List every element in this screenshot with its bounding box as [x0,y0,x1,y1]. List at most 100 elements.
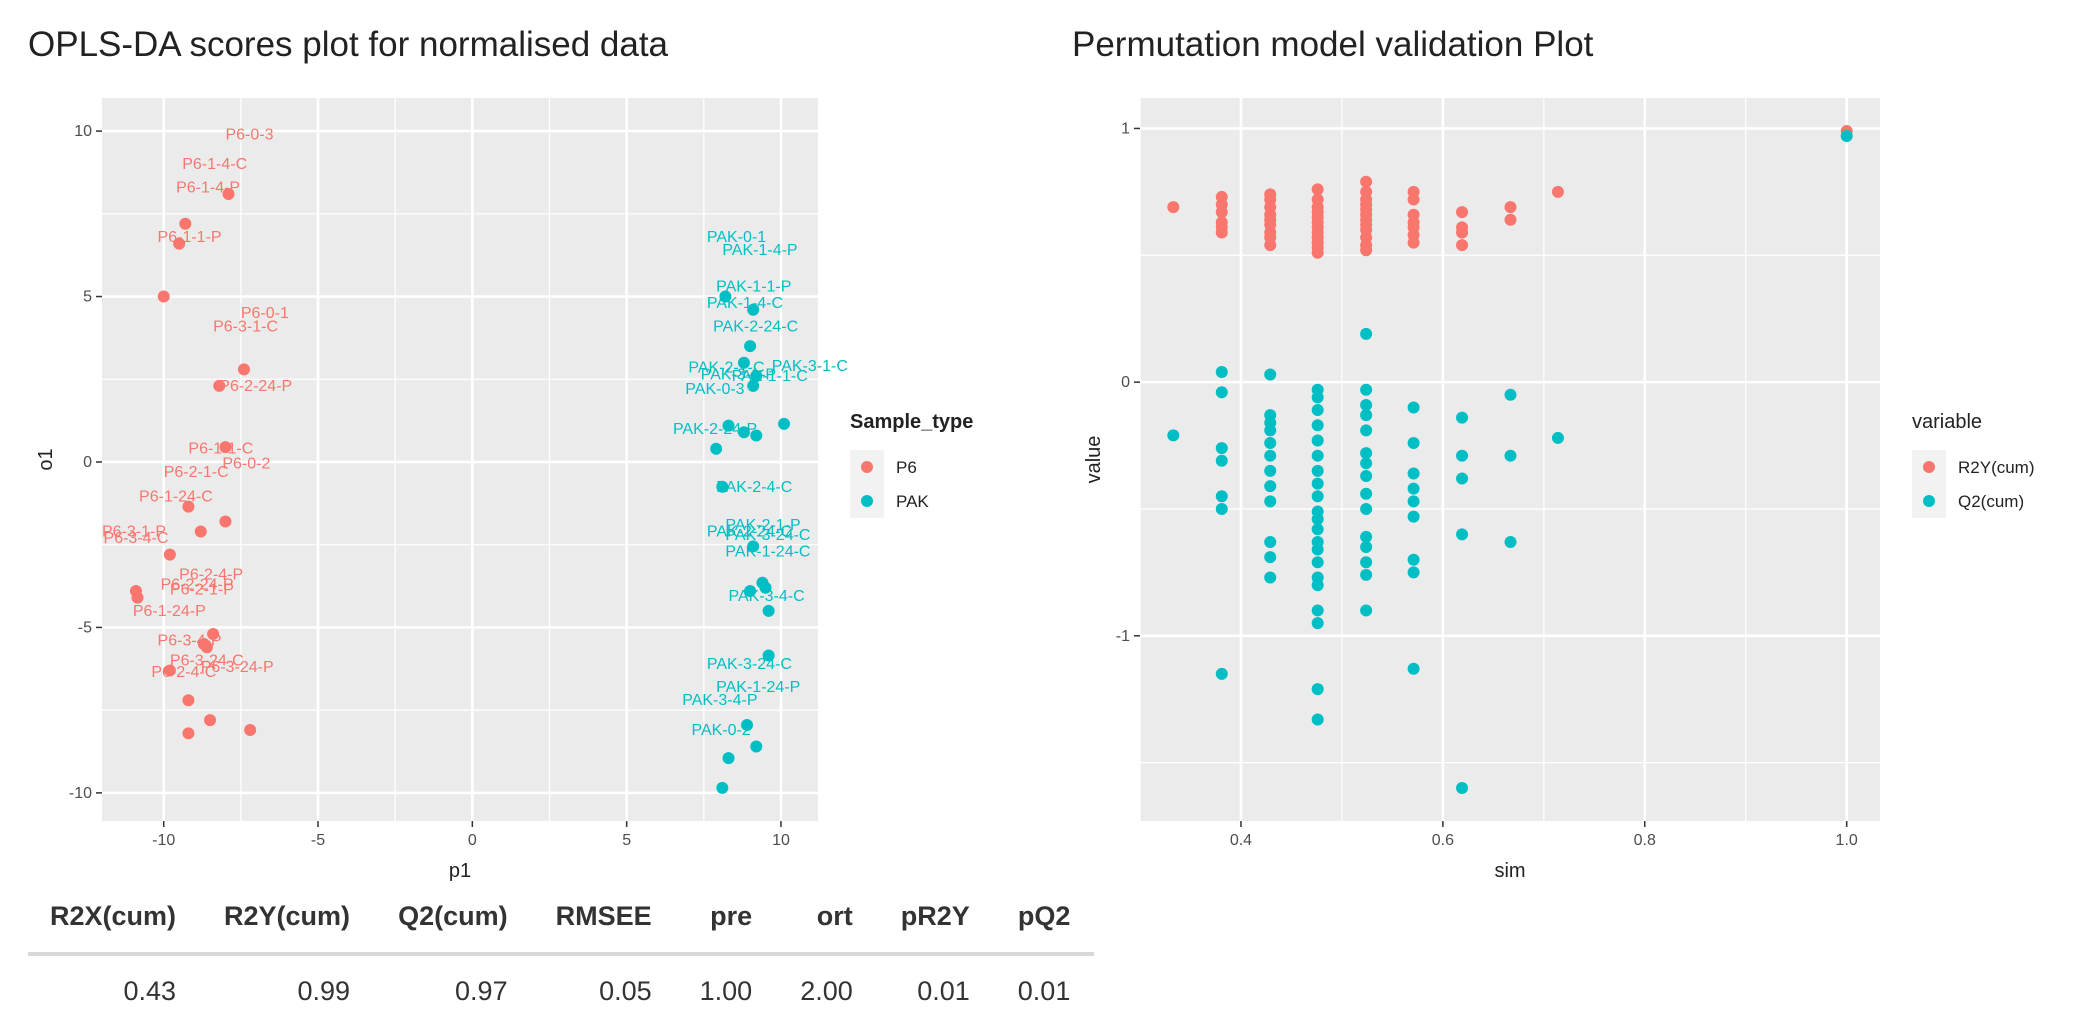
point-label: P6-3-1-C [213,318,278,335]
data-point [716,781,729,794]
point-label: PAK-1-4-C [707,295,783,312]
data-point [1311,464,1324,477]
table-column-header: pR2Y [900,900,970,931]
point-label: P6-1-1-C [188,441,253,458]
x-tick-label: -5 [311,832,325,849]
data-point [1407,566,1420,579]
x-tick-label: -10 [152,832,175,849]
data-point [1360,409,1373,422]
data-point [1407,553,1420,566]
data-point [1264,495,1277,508]
data-point [1311,404,1324,417]
table-column-header: pQ2 [1017,900,1071,931]
data-point [1264,535,1277,548]
point-label: P6-2-24-P [219,378,292,395]
table-column-header: ort [816,900,853,931]
point-label: P6-3-4-C [104,530,169,547]
point-label: PAK-0-2 [691,722,750,739]
data-point [1360,175,1373,188]
data-point [1311,617,1324,630]
data-point [1264,449,1277,462]
point-label: PAK-3-24-C [725,527,810,544]
point-label: P6-1-24-P [133,603,206,620]
data-point [1311,391,1324,404]
table-column-header: Q2(cum) [398,900,508,931]
x-tick-label: 0.8 [1634,832,1656,849]
data-point [1264,239,1277,252]
data-point [1360,502,1373,515]
table-column-header: RMSEE [555,900,652,931]
point-label: P6-3-24-C [170,653,244,670]
data-point [207,628,220,641]
model-summary-table: R2X(cum) R2Y(cum) Q2(cum) RMSEE pre ort pR2Y pQ… [28,880,1095,1017]
y-tick-label: -10 [69,785,92,802]
data-point [237,363,250,376]
table-cell: 0.01 [1017,976,1071,1006]
legend-label: PAK [896,492,929,511]
point-label: PAK-1-4-P [722,242,797,259]
data-point [762,649,775,662]
data-point [1360,469,1373,482]
data-point [1504,213,1517,226]
data-point [710,442,723,455]
point-label: PAK-1-24-P [716,679,800,696]
legend-label: R2Y(cum) [1958,458,2035,477]
point-label: PAK-3-1-C [772,358,848,375]
legend-marker [861,495,873,507]
point-label: P6-0-1 [241,305,289,322]
data-point [1311,419,1324,432]
point-label: P6-3-4-P [158,633,222,650]
data-point [1360,541,1373,554]
point-label: PAK-0-1 [707,229,766,246]
table-row: 0.43 0.99 0.97 0.05 1.00 2.00 0.01 0.01 [28,954,1094,1017]
data-point [182,500,195,513]
legend-marker [1923,495,1935,507]
legend-title: Sample_type [850,411,973,433]
data-point [747,379,760,392]
data-point [1264,437,1277,450]
permutation-validation-chart: 0.4 0.6 0.8 1.0 -1 0 1 sim value variable R2Y(cum)… [1083,98,2035,882]
data-point [1407,662,1420,675]
data-point [1504,201,1517,214]
y-tick-label: 1 [1121,120,1130,137]
data-point [1311,434,1324,447]
data-point [1551,431,1564,444]
data-point [1456,206,1469,219]
data-point [747,540,760,553]
data-point [1264,368,1277,381]
data-point [1456,239,1469,252]
data-point [747,303,760,316]
y-tick-label: 10 [74,123,92,140]
point-label: P6-1-24-C [139,489,213,506]
data-point [1215,365,1228,378]
data-point [1360,604,1373,617]
data-point [1311,579,1324,592]
data-point [1215,490,1228,503]
legend-title: variable [1912,411,1982,433]
data-point [244,724,257,737]
data-point [173,237,186,250]
point-label: P6-2-4-P [179,566,243,583]
x-axis-label: p1 [449,860,471,882]
point-label: P6-3-24-P [201,659,274,676]
point-label: P6-3-1-P [102,523,166,540]
x-tick-label: 5 [622,832,631,849]
data-point [1360,447,1373,460]
table-column-header: pre [710,900,753,931]
data-point [1456,472,1469,485]
data-point [1407,510,1420,523]
data-point [1407,437,1420,450]
data-point [1360,568,1373,581]
data-point [1311,449,1324,462]
legend-label: P6 [896,458,917,477]
data-point [1551,185,1564,198]
x-tick-label: 0.4 [1230,832,1252,849]
x-axis-label: sim [1494,860,1525,882]
table-cell: 0.99 [297,976,351,1006]
data-point [1311,490,1324,503]
table-cell: 0.43 [123,976,177,1006]
data-point [744,340,757,353]
data-point [762,604,775,617]
point-label: PAK-2-24-C [707,523,792,540]
legend-label: Q2(cum) [1958,492,2024,511]
